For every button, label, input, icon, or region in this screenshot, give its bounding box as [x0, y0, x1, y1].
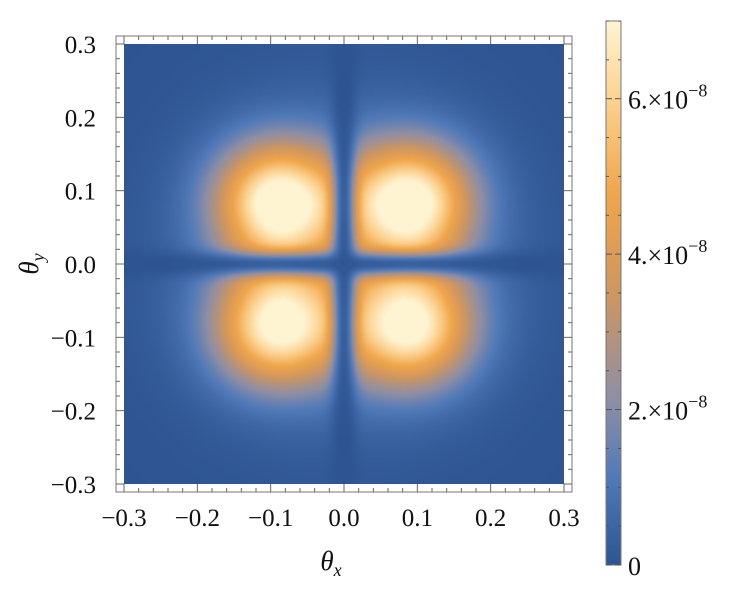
y-tick-label: −0.2: [51, 399, 96, 426]
x-tick-labels: −0.3 −0.2 −0.1 0.0 0.1 0.2 0.3: [101, 505, 579, 532]
x-tick-label: 0.3: [548, 505, 579, 532]
y-tick-label: 0.1: [65, 179, 96, 206]
colorbar-label: 0: [628, 552, 641, 581]
y-tick-label: −0.3: [51, 472, 96, 499]
colorbar-ticks: [606, 20, 621, 566]
colorbar-labels: 0 2.×10−8 4.×10−8 6.×10−8: [628, 81, 707, 581]
colorbar-label: 6.×10−8: [628, 81, 707, 115]
x-tick-label: −0.2: [175, 505, 220, 532]
colorbar-label: 2.×10−8: [628, 392, 707, 426]
x-tick-label: −0.3: [101, 505, 146, 532]
x-tick-label: 0.1: [402, 505, 433, 532]
y-tick-label: −0.1: [51, 325, 96, 352]
x-tick-label: −0.1: [248, 505, 293, 532]
x-tick-label: 0.2: [475, 505, 506, 532]
y-tick-label: 0.2: [65, 105, 96, 132]
frame-ticks: [116, 36, 572, 492]
heatmap-image: [124, 44, 564, 484]
x-tick-label: 0.0: [328, 505, 359, 532]
x-axis-label: θx: [320, 546, 341, 580]
colorbar-label: 4.×10−8: [628, 236, 707, 270]
y-tick-label: 0.3: [65, 32, 96, 59]
y-axis-label: θy: [14, 253, 48, 274]
y-tick-label: 0.0: [65, 252, 96, 279]
y-tick-labels: 0.3 0.2 0.1 0.0 −0.1 −0.2 −0.3: [51, 32, 96, 499]
